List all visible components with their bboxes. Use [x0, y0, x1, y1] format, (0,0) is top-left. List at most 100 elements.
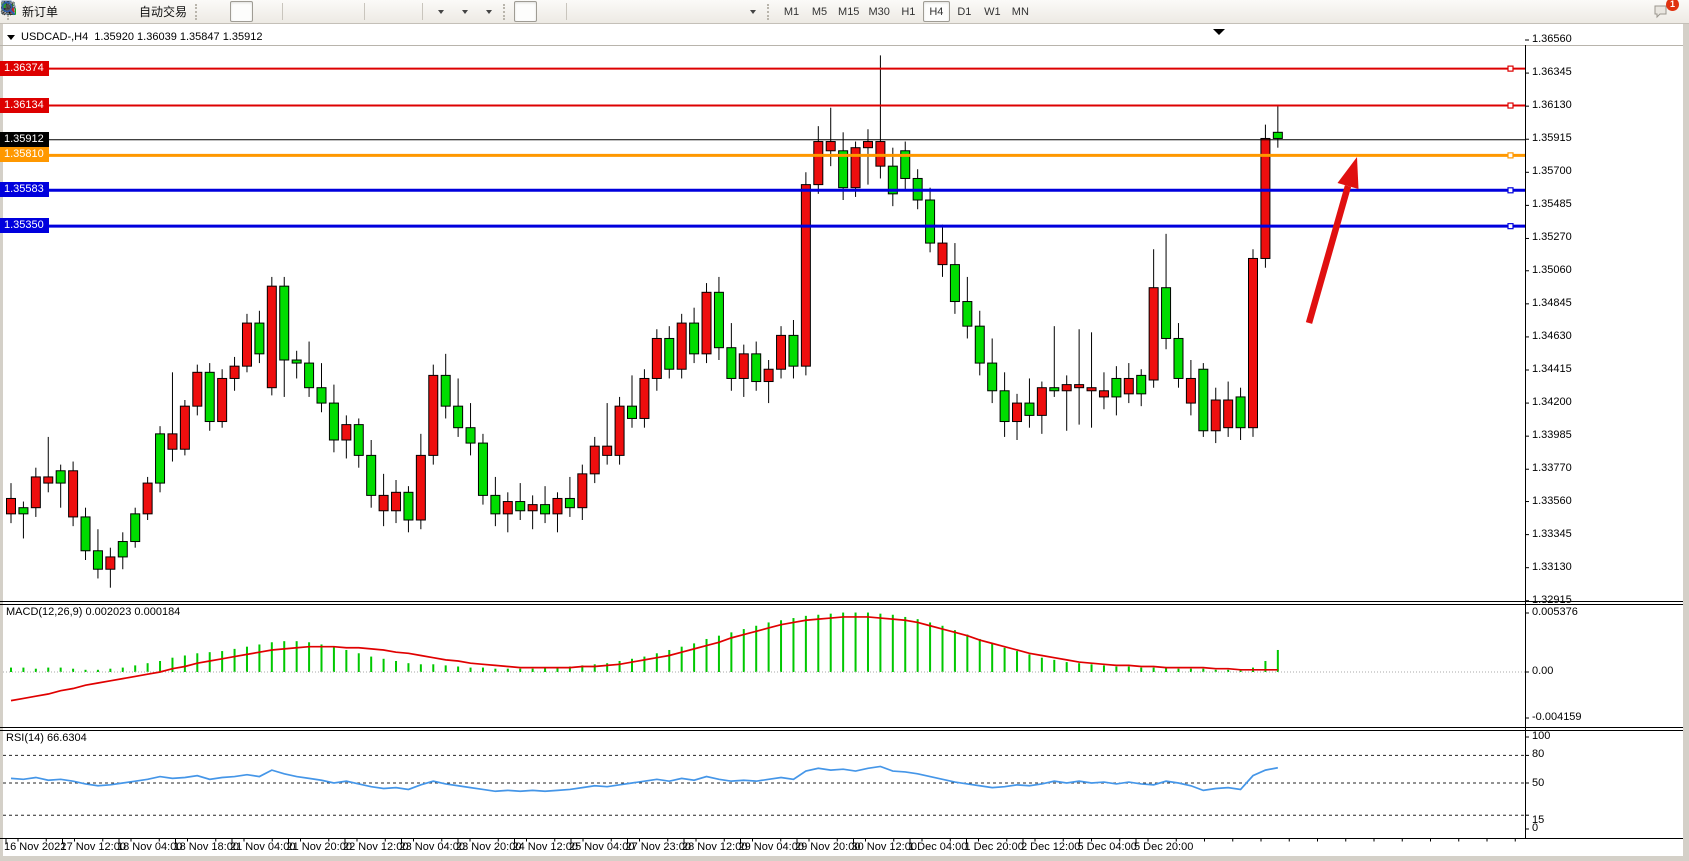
text-button[interactable]: A [4, 1, 715, 22]
collapse-triangle-icon[interactable] [7, 35, 15, 40]
new-order-label: 新订单 [22, 5, 59, 19]
candle-body [502, 501, 513, 515]
chart-title: USDCAD-,H4 1.35920 1.36039 1.35847 1.359… [7, 31, 262, 43]
window-bottom-border [0, 856, 1689, 861]
candle-body [949, 264, 960, 303]
candle-body [887, 165, 898, 195]
macd-hist-bar [494, 668, 497, 672]
candle-body [540, 504, 551, 515]
macd-hist-bar [829, 613, 832, 672]
macd-hist-bar [283, 641, 286, 672]
search-button[interactable] [1, 1, 1644, 22]
macd-hist-bar [270, 642, 273, 672]
candle-body [279, 285, 290, 361]
candle-body [465, 427, 476, 444]
macd-hist-bar [643, 656, 646, 672]
macd-hist-bar [717, 635, 720, 672]
tab-timeframe-m1[interactable]: M1 [778, 1, 805, 22]
candle-body [1248, 257, 1258, 429]
macd-hist-bar [34, 668, 37, 672]
candle-body [117, 541, 128, 558]
candle-body [1049, 387, 1060, 392]
search-icon [1, 1, 16, 16]
macd-hist-bar [991, 643, 994, 672]
candle-body [217, 377, 228, 423]
macd-hist-bar [1127, 666, 1130, 672]
tab-timeframe-m15[interactable]: M15 [834, 1, 863, 22]
macd-hist-bar [419, 664, 422, 672]
macd-hist-bar [481, 667, 484, 672]
macd-hist-bar [432, 664, 435, 672]
macd-hist-bar [1040, 657, 1043, 672]
candle-body [800, 184, 811, 367]
candle-body [689, 322, 700, 355]
candle-body [453, 405, 464, 429]
candle-body [850, 147, 861, 189]
macd-hist-bar [22, 667, 25, 672]
candle-body [204, 371, 215, 423]
macd-hist-bar [134, 665, 137, 672]
candle-body [875, 141, 886, 167]
candle-body [1185, 377, 1196, 404]
tab-timeframe-m5[interactable]: M5 [806, 1, 833, 22]
macd-hist-bar [159, 660, 162, 672]
candle-body [1024, 402, 1035, 416]
candle-body [1173, 337, 1184, 379]
toolbar-grip[interactable] [767, 3, 774, 20]
macd-hist-bar [121, 667, 124, 672]
candle-body [962, 301, 973, 327]
toolbar-grip[interactable] [503, 3, 510, 20]
tab-timeframe-h1[interactable]: H1 [895, 1, 922, 22]
hline-handle[interactable] [1507, 187, 1514, 194]
candle-body [825, 141, 836, 152]
candle-body [726, 347, 737, 379]
tab-timeframe-w1[interactable]: W1 [979, 1, 1006, 22]
candle-body [838, 150, 849, 189]
macd-hist-bar [1165, 667, 1168, 672]
candle-body [254, 322, 265, 355]
annotation-arrow-shaft[interactable] [1305, 185, 1352, 324]
candle-body [1098, 390, 1109, 398]
chart-shift-marker-icon[interactable] [1213, 29, 1225, 35]
tab-timeframe-d1[interactable]: D1 [951, 1, 978, 22]
macd-hist-bar [47, 667, 50, 672]
hline-handle[interactable] [1507, 223, 1514, 230]
hline-handle[interactable] [1507, 65, 1514, 72]
candle-body [1123, 377, 1134, 395]
candle-body [229, 365, 240, 379]
macd-hist-bar [593, 664, 596, 672]
notifications-button[interactable]: 1 [1652, 0, 1679, 22]
notification-badge: 1 [1666, 0, 1679, 11]
candle-body [813, 141, 824, 186]
candle-body [428, 374, 439, 456]
hline-handle[interactable] [1507, 152, 1514, 159]
macd-hist-bar [1227, 669, 1230, 672]
macd-hist-bar [1115, 666, 1118, 672]
candle-body [304, 362, 315, 389]
chevron-down-icon [461, 9, 468, 14]
macd-hist-bar [817, 614, 820, 672]
macd-hist-bar [308, 642, 311, 672]
trendline-button[interactable] [1, 1, 643, 22]
macd-hist-bar [1264, 660, 1267, 672]
macd-hist-bar [668, 649, 671, 672]
toolbar-grip[interactable] [195, 3, 202, 20]
annotation-arrow-head[interactable] [1337, 157, 1359, 189]
macd-hist-bar [730, 632, 733, 672]
candle-body [403, 491, 414, 521]
candle-body [1012, 402, 1023, 423]
macd-hist-bar [10, 667, 12, 672]
ohlc-quotes-label: 1.35920 1.36039 1.35847 1.35912 [94, 31, 263, 43]
macd-hist-bar [1102, 665, 1105, 672]
hline-handle[interactable] [1507, 102, 1514, 109]
tab-timeframe-mn[interactable]: MN [1007, 1, 1034, 22]
tab-timeframe-h4[interactable]: H4 [922, 1, 950, 22]
macd-hist-bar [84, 669, 87, 672]
macd-hist-bar [866, 612, 869, 672]
macd-hist-bar [506, 668, 509, 672]
tab-timeframe-m30[interactable]: M30 [864, 1, 893, 22]
chevron-down-icon [437, 9, 444, 14]
macd-hist-bar [233, 648, 236, 672]
macd-hist-bar [544, 667, 547, 672]
